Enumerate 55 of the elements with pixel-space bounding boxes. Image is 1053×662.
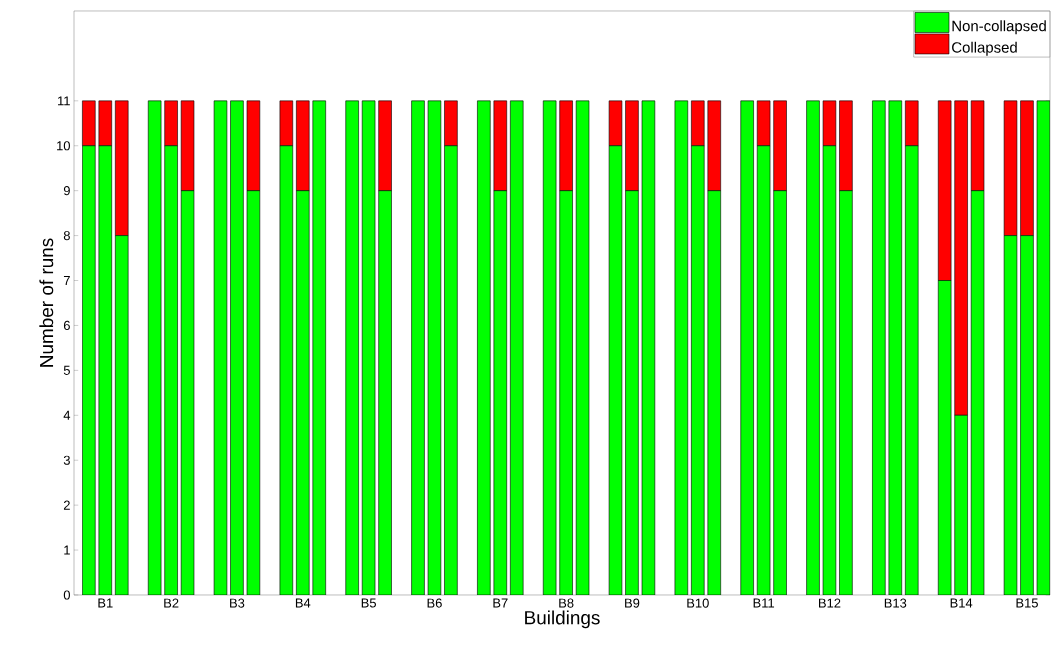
y-tick-label: 11 xyxy=(58,96,70,106)
y-tick-label: 9 xyxy=(63,186,70,196)
bar xyxy=(230,100,244,595)
bar xyxy=(872,100,886,595)
legend-label: Collapsed xyxy=(952,41,1017,56)
bar xyxy=(82,145,96,595)
x-tick-label: B10 xyxy=(687,598,709,608)
bar xyxy=(707,190,721,595)
bar xyxy=(905,145,919,595)
bar xyxy=(510,100,524,595)
x-tick-label: B15 xyxy=(1016,598,1038,608)
x-tick-label: B1 xyxy=(98,598,113,608)
bar xyxy=(411,100,425,595)
y-tick-label: 1 xyxy=(64,545,70,555)
y-tick-label: 0 xyxy=(63,590,70,600)
y-tick-label: 7 xyxy=(63,276,70,285)
x-tick-label: B11 xyxy=(753,598,775,608)
y-tick-label: 5 xyxy=(63,365,70,375)
bar xyxy=(164,145,178,595)
bar xyxy=(345,100,359,595)
x-tick-label: B6 xyxy=(427,598,442,608)
bar xyxy=(1020,235,1034,595)
bar xyxy=(444,145,458,595)
y-tick-label: 8 xyxy=(63,231,70,241)
y-tick-label: 2 xyxy=(63,500,70,510)
y-axis-title: Number of runs xyxy=(39,238,54,367)
bar xyxy=(477,100,491,595)
x-tick-label: B9 xyxy=(625,598,640,608)
bar xyxy=(691,145,705,595)
y-tick-label: 6 xyxy=(63,320,70,331)
x-tick-label: B3 xyxy=(230,598,245,608)
legend-label: Non-collapsed xyxy=(952,20,1046,35)
bar xyxy=(378,190,392,595)
x-tick-label: B5 xyxy=(361,598,376,608)
x-tick-label: B12 xyxy=(819,598,841,608)
bar xyxy=(312,100,326,595)
bar xyxy=(115,235,129,595)
bar xyxy=(839,190,853,595)
y-tick-label: 4 xyxy=(63,410,71,420)
y-tick-label: 3 xyxy=(63,455,70,465)
y-tick-label: 10 xyxy=(57,141,70,151)
x-tick-label: B4 xyxy=(295,598,311,608)
bar xyxy=(954,414,968,595)
x-axis-title: Buildings xyxy=(525,610,600,629)
bar xyxy=(806,100,820,595)
bar xyxy=(296,190,310,595)
bar xyxy=(559,190,573,595)
x-tick-label: B2 xyxy=(164,598,179,608)
bar xyxy=(740,100,754,595)
bar xyxy=(625,190,639,595)
x-tick-label: B13 xyxy=(884,598,907,608)
bar xyxy=(773,190,787,595)
x-tick-label: B8 xyxy=(559,598,574,608)
x-tick-label: B14 xyxy=(950,598,973,608)
x-tick-label: B7 xyxy=(493,598,508,608)
